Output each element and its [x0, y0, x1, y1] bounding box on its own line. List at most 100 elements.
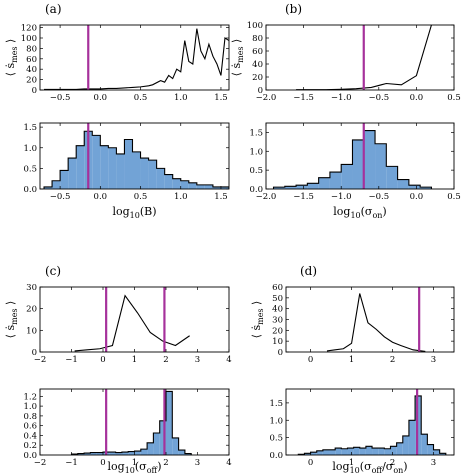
x-tick-label: 0 [100, 458, 105, 468]
hist-bar [121, 452, 129, 455]
y-tick-label: 0 [278, 348, 283, 358]
hist-bar [172, 437, 179, 455]
y-tick-label: 40 [272, 305, 283, 315]
y-tick-label: 1.5 [249, 128, 263, 138]
y-tick-label: 60 [252, 47, 263, 57]
hist-bar [178, 450, 185, 455]
hist-bar [60, 170, 69, 189]
y-axis-title-text: ⟨ ṡmes ⟩ [250, 301, 265, 339]
plot-frame [39, 122, 230, 190]
x-axis-title-part: (σ [135, 460, 147, 473]
histogram: −2.0 −1.5 −1.0 −0.5 0.0 0.5 0.0 0.5 1.0 1.5 [249, 122, 461, 202]
x-axis-title-part: ) [382, 205, 386, 218]
hist-bar [156, 168, 165, 189]
y-tick-label: 0.5 [269, 434, 283, 444]
y-tick-label: 0.8 [23, 412, 37, 422]
y-tick-label: 0.5 [23, 164, 37, 174]
plot-frame [39, 24, 230, 91]
hist-bar [84, 453, 91, 455]
y-axis-title-text: ⟨ ṡmes ⟩ [4, 39, 19, 77]
x-axis-title: log10(σon) [333, 205, 386, 220]
x-tick-label: 1 [132, 458, 137, 468]
x-tick-label: −1.0 [331, 93, 352, 103]
hist-bar [439, 453, 446, 455]
hist-bar [433, 449, 440, 455]
x-tick-label: 3 [431, 355, 436, 365]
y-tick-label: 100 [247, 21, 263, 31]
x-tick-label: −0.5 [50, 192, 71, 202]
hist-bar [347, 448, 354, 455]
x-tick-label: 0.0 [94, 192, 108, 202]
y-axis-subscript: mes [236, 46, 245, 62]
panel-label: (c) [45, 264, 61, 278]
hist-outline [43, 130, 229, 189]
plot-frame [39, 286, 230, 353]
x-tick-label: −0.5 [50, 93, 71, 103]
x-tick-label: −0.5 [368, 93, 389, 103]
x-tick-label: 2 [163, 355, 168, 365]
hist-bar [116, 153, 125, 189]
y-axis-subscript: mes [256, 308, 265, 324]
x-axis-title-part: ) [403, 460, 407, 473]
y-tick-label: 100 [21, 34, 37, 44]
y-tick-label: 30 [272, 316, 283, 326]
plot-area [296, 25, 432, 90]
hist-bar [329, 172, 342, 189]
hist-bar [402, 435, 409, 455]
y-tick-label: 0 [258, 86, 263, 96]
plot-area [43, 123, 229, 189]
x-tick-label: −2 [34, 458, 47, 468]
hist-bar [390, 446, 397, 455]
x-tick-label: −0.5 [368, 192, 389, 202]
x-tick-label: 0.5 [447, 192, 461, 202]
y-tick-label: 0.0 [269, 451, 283, 461]
x-tick-label: 1.5 [214, 93, 228, 103]
y-axis-title: ⟨ ṡmes ⟩ [250, 301, 265, 339]
x-tick-label: −1.5 [293, 192, 314, 202]
x-axis-title-part: 10 [125, 466, 135, 475]
y-tick-label: 0.4 [23, 431, 37, 441]
y-axis-title-text: ⟨ ṡmes ⟩ [4, 301, 19, 339]
x-tick-label: −2.0 [256, 93, 277, 103]
hist-bar [220, 186, 229, 189]
line-chart: −2.0 −1.5 −1.0 −0.5 0.0 0.5 0 20 40 60 80 100⟨ ṡmes… [230, 21, 461, 103]
hist-bar [188, 182, 197, 189]
hist-bar [420, 187, 432, 189]
hist-bar [378, 448, 385, 455]
hist-bar [296, 185, 308, 189]
plot-frame [285, 286, 455, 353]
x-axis-title-part: 10 [130, 211, 140, 220]
x-tick-label: 0.5 [134, 192, 148, 202]
hist-bar [329, 449, 336, 455]
hist-bar [359, 448, 366, 455]
y-tick-label: 20 [26, 76, 37, 86]
x-axis-title-part: 10 [350, 466, 360, 475]
y-tick-label: 120 [21, 24, 37, 34]
x-tick-label: 0 [308, 355, 313, 365]
hist-bar [76, 145, 85, 189]
x-axis-title-part: ) [157, 460, 161, 473]
series-line [326, 293, 426, 352]
y-tick-label: 0.5 [249, 166, 263, 176]
hist-bar [134, 451, 141, 455]
x-axis-title-part: log [112, 205, 129, 218]
hist-bar [44, 186, 53, 189]
hist-bar [68, 158, 77, 189]
y-tick-label: 1.2 [23, 392, 37, 402]
hist-bar [164, 174, 173, 189]
plot-frame [285, 388, 455, 456]
x-tick-label: 0.0 [410, 192, 424, 202]
y-tick-label: 20 [272, 326, 283, 336]
series-line [44, 28, 229, 90]
y-tick-label: 20 [252, 73, 263, 83]
panel-label: (d) [300, 264, 317, 278]
hist-bar [132, 151, 141, 189]
hist-bar [408, 185, 421, 189]
hist-bar [307, 183, 319, 189]
hist-bar [196, 184, 205, 189]
x-axis-title-part: /σ [382, 460, 394, 473]
hist-bar [184, 453, 192, 455]
x-axis-title: log10(B) [112, 205, 156, 220]
